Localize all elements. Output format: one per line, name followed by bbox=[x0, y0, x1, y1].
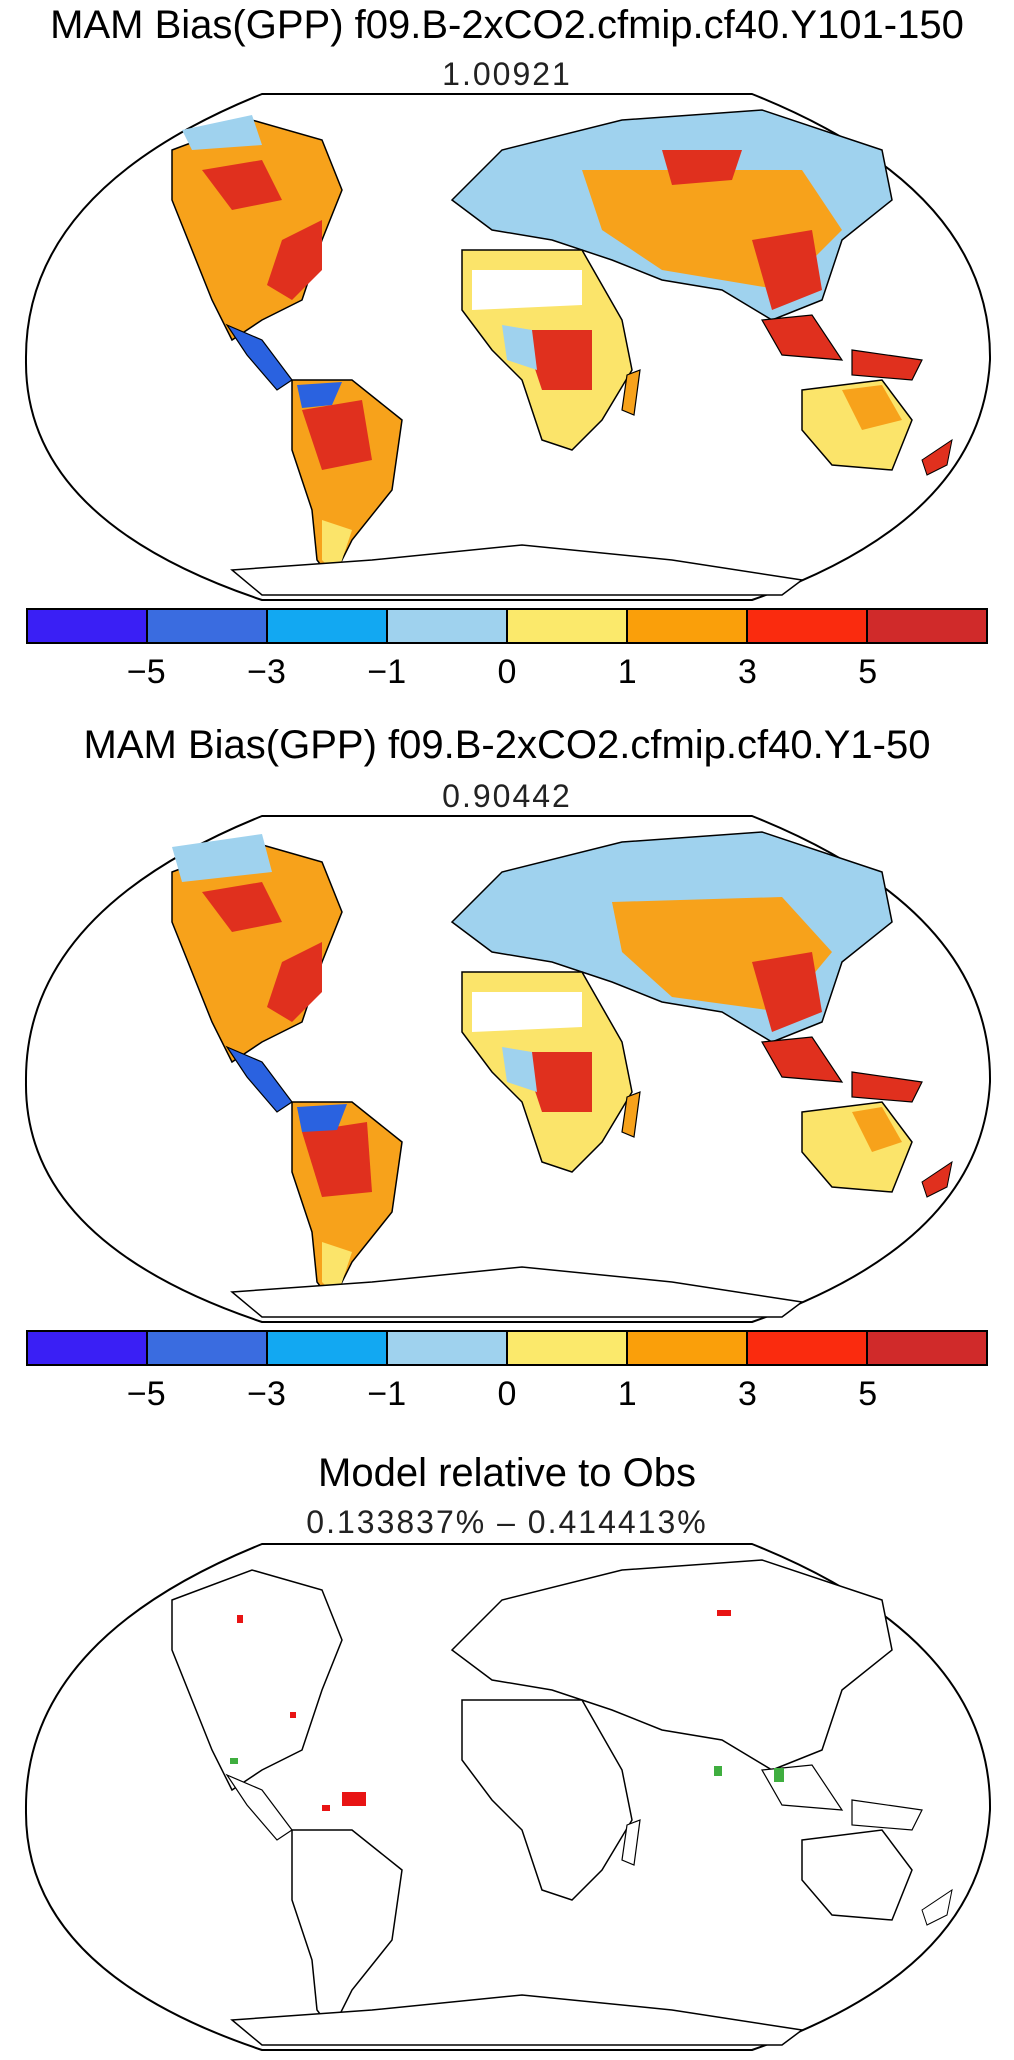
panel1-subtitle: 1.00921 bbox=[442, 56, 572, 92]
antarctica bbox=[230, 1266, 804, 1318]
red-marker bbox=[322, 1805, 330, 1811]
africa-white bbox=[472, 992, 582, 1032]
na-red-east bbox=[267, 942, 322, 1022]
panel2-colorbar bbox=[26, 1330, 988, 1366]
colorbar-swatch bbox=[748, 1332, 868, 1364]
north-america bbox=[171, 1569, 343, 1792]
africa-white bbox=[472, 270, 582, 310]
madagascar bbox=[621, 369, 641, 416]
colorbar-swatch bbox=[28, 1332, 148, 1364]
red-marker bbox=[237, 1615, 243, 1623]
colorbar-swatch bbox=[148, 1332, 268, 1364]
sa-yellow bbox=[322, 520, 352, 575]
new-zealand bbox=[921, 1160, 953, 1198]
madagascar bbox=[621, 1819, 641, 1866]
africa-blue bbox=[502, 325, 537, 370]
panel1-title: MAM Bias(GPP) f09.B-2xCO2.cfmip.cf40.Y10… bbox=[50, 3, 964, 47]
colorbar-tick: 1 bbox=[617, 653, 637, 691]
colorbar-swatch bbox=[868, 1332, 986, 1364]
colorbar-tick: −1 bbox=[367, 653, 407, 691]
colorbar-tick: 1 bbox=[617, 1375, 637, 1413]
panel3-map bbox=[22, 1540, 992, 2060]
central-america bbox=[225, 1773, 293, 1841]
se-asia-islands bbox=[761, 314, 844, 361]
panel2-title: MAM Bias(GPP) f09.B-2xCO2.cfmip.cf40.Y1-… bbox=[83, 723, 931, 767]
australia-orange bbox=[842, 385, 902, 430]
red-marker bbox=[290, 1712, 296, 1718]
colorbar-swatch bbox=[508, 610, 628, 642]
green-marker bbox=[774, 1768, 784, 1782]
asia-red bbox=[752, 230, 822, 310]
panel2-subtitle: 0.90442 bbox=[442, 778, 572, 814]
sa-red bbox=[302, 1122, 372, 1197]
se-asia-islands bbox=[761, 1036, 844, 1083]
colorbar-tick: −5 bbox=[126, 1375, 166, 1413]
colorbar-tick: −3 bbox=[247, 653, 286, 691]
colorbar-swatch bbox=[748, 610, 868, 642]
colorbar-swatch bbox=[508, 1332, 628, 1364]
colorbar-swatch bbox=[268, 610, 388, 642]
colorbar-swatch bbox=[628, 610, 748, 642]
asia-red-north bbox=[662, 150, 742, 185]
africa-red bbox=[522, 330, 592, 390]
na-blue-north bbox=[172, 834, 272, 882]
panel1-map bbox=[22, 90, 992, 610]
green-marker bbox=[230, 1758, 238, 1764]
panel2-colorbar-ticks: −5 −3 −1 0 1 3 5 bbox=[26, 1374, 988, 1414]
na-red-east bbox=[267, 220, 322, 300]
colorbar-swatch bbox=[148, 610, 268, 642]
panel3-map-svg bbox=[24, 1543, 992, 2051]
panel1-colorbar-ticks: −5 −3 −1 0 1 3 5 bbox=[26, 652, 988, 692]
sa-blue bbox=[297, 382, 342, 408]
africa bbox=[461, 1699, 633, 1901]
colorbar-tick: −3 bbox=[247, 1375, 286, 1413]
colorbar-tick: 3 bbox=[738, 1375, 757, 1413]
panel1-map-svg bbox=[24, 93, 992, 601]
new-zealand bbox=[921, 438, 953, 476]
na-red-north bbox=[202, 160, 282, 210]
eurasia bbox=[450, 1559, 893, 1771]
colorbar-swatch bbox=[268, 1332, 388, 1364]
panel3-subtitle: 0.133837% – 0.414413% bbox=[306, 1504, 708, 1540]
panel1-colorbar bbox=[26, 608, 988, 644]
panel3-title: Model relative to Obs bbox=[318, 1451, 696, 1495]
new-zealand bbox=[921, 1888, 953, 1926]
colorbar-tick: −5 bbox=[126, 653, 166, 691]
colorbar-tick: 0 bbox=[497, 653, 517, 691]
colorbar-swatch bbox=[28, 610, 148, 642]
colorbar-tick: 0 bbox=[497, 1375, 517, 1413]
africa-red bbox=[522, 1052, 592, 1112]
asia-red bbox=[752, 952, 822, 1032]
australia-orange bbox=[852, 1107, 902, 1152]
colorbar-tick: −1 bbox=[367, 1375, 407, 1413]
colorbar-tick: 5 bbox=[858, 1375, 878, 1413]
na-red-north bbox=[202, 882, 282, 932]
colorbar-tick: 5 bbox=[858, 653, 878, 691]
colorbar-tick: 3 bbox=[738, 653, 757, 691]
australia bbox=[801, 1829, 913, 1921]
colorbar-swatch bbox=[388, 610, 508, 642]
new-guinea bbox=[851, 1071, 923, 1103]
red-marker bbox=[717, 1610, 731, 1616]
sa-red bbox=[302, 400, 372, 470]
antarctica bbox=[230, 544, 804, 596]
panel2-map bbox=[22, 812, 992, 1332]
africa-blue bbox=[502, 1047, 537, 1092]
central-america bbox=[225, 1045, 293, 1113]
sa-yellow bbox=[322, 1242, 352, 1297]
new-guinea bbox=[851, 1799, 923, 1831]
green-marker bbox=[714, 1766, 722, 1776]
sa-blue bbox=[297, 1104, 347, 1132]
south-america bbox=[291, 1829, 403, 2032]
central-america bbox=[225, 323, 293, 391]
madagascar bbox=[621, 1091, 641, 1138]
colorbar-swatch bbox=[388, 1332, 508, 1364]
panel2-map-svg bbox=[24, 815, 992, 1323]
new-guinea bbox=[851, 349, 923, 381]
red-marker bbox=[342, 1792, 366, 1806]
colorbar-swatch bbox=[868, 610, 986, 642]
colorbar-swatch bbox=[628, 1332, 748, 1364]
na-blue-north bbox=[182, 115, 262, 150]
